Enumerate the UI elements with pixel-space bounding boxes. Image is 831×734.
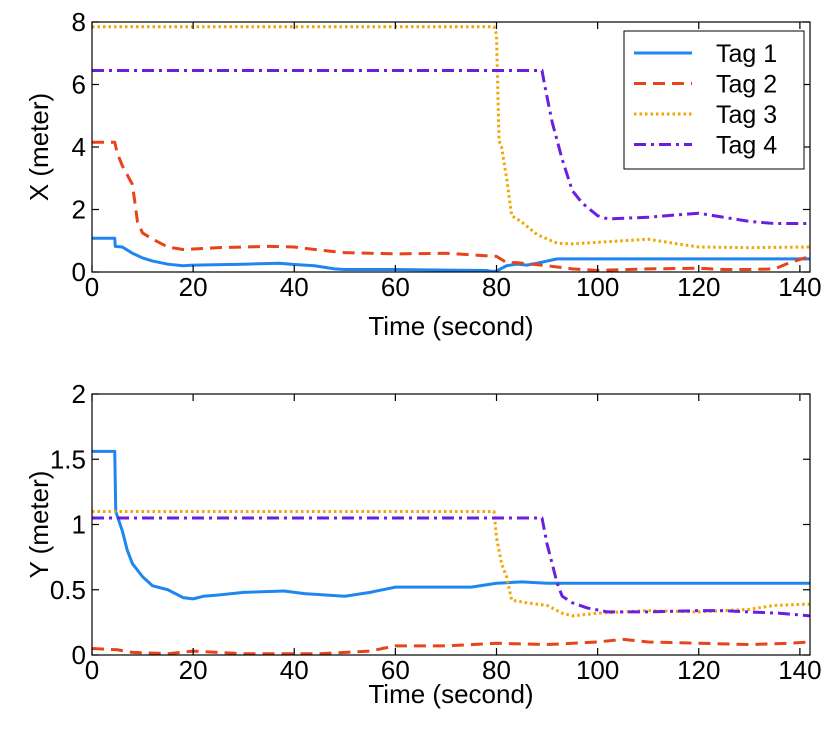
legend-label-tag-3: Tag 3 bbox=[716, 101, 777, 129]
series-line-tag-3 bbox=[92, 25, 810, 250]
series-line-tag-2 bbox=[92, 637, 810, 655]
x-axis-label: Time (second) bbox=[368, 679, 533, 709]
x-tick-label: 80 bbox=[482, 272, 511, 302]
legend-label-tag-4: Tag 4 bbox=[716, 132, 777, 160]
y-tick-label: 0.5 bbox=[50, 575, 86, 605]
x-axis-label: Time (second) bbox=[368, 311, 533, 341]
legend-label-tag-1: Tag 1 bbox=[716, 40, 777, 68]
series-line-tag-4 bbox=[92, 516, 810, 618]
y-tick-label: 0 bbox=[72, 257, 86, 287]
y-tick-label: 2 bbox=[72, 195, 86, 225]
x-tick-label: 40 bbox=[280, 272, 309, 302]
x-tick-label: 0 bbox=[85, 655, 99, 685]
y-tick-label: 6 bbox=[72, 70, 86, 100]
x-tick-label: 120 bbox=[677, 655, 720, 685]
x-tick-label: 140 bbox=[778, 655, 821, 685]
series-group bbox=[92, 25, 810, 272]
chart-panel-2: 0 20 40 60 80 100 120 140 0 0.5 1 1.5 2 Time (second)… bbox=[24, 379, 822, 709]
legend-label-tag-2: Tag 2 bbox=[716, 71, 777, 99]
x-tick-label: 20 bbox=[179, 655, 208, 685]
x-tick-label: 20 bbox=[179, 272, 208, 302]
y-tick-label: 2 bbox=[72, 379, 86, 409]
y-tick-label: 8 bbox=[72, 7, 86, 37]
series-line-tag-1 bbox=[92, 449, 810, 601]
series-line-tag-3 bbox=[92, 509, 810, 618]
y-axis-label: Y (meter) bbox=[24, 471, 54, 579]
x-tick-label: 80 bbox=[482, 655, 511, 685]
series-line-tag-4 bbox=[92, 68, 810, 226]
series-line-tag-1 bbox=[92, 236, 810, 272]
x-tick-label: 60 bbox=[381, 272, 410, 302]
x-tick-label: 40 bbox=[280, 655, 309, 685]
series-group bbox=[92, 449, 810, 655]
x-tick-label: 140 bbox=[778, 272, 821, 302]
x-tick-label: 100 bbox=[576, 272, 619, 302]
y-tick-label: 4 bbox=[72, 132, 86, 162]
x-tick-label: 0 bbox=[85, 272, 99, 302]
y-tick-label: 0 bbox=[72, 640, 86, 670]
y-tick-label: 1.5 bbox=[50, 444, 86, 474]
x-tick-label: 100 bbox=[576, 655, 619, 685]
series-line-tag-2 bbox=[92, 140, 810, 272]
axis-frame bbox=[91, 393, 811, 656]
y-axis-label: X (meter) bbox=[24, 93, 54, 201]
x-tick-label: 60 bbox=[381, 655, 410, 685]
y-tick-label: 1 bbox=[72, 510, 86, 540]
chart-panel-1: 0 20 40 60 80 100 120 140 0 2 4 6 8 Time (second) X (m… bbox=[24, 7, 822, 341]
x-tick-label: 120 bbox=[677, 272, 720, 302]
